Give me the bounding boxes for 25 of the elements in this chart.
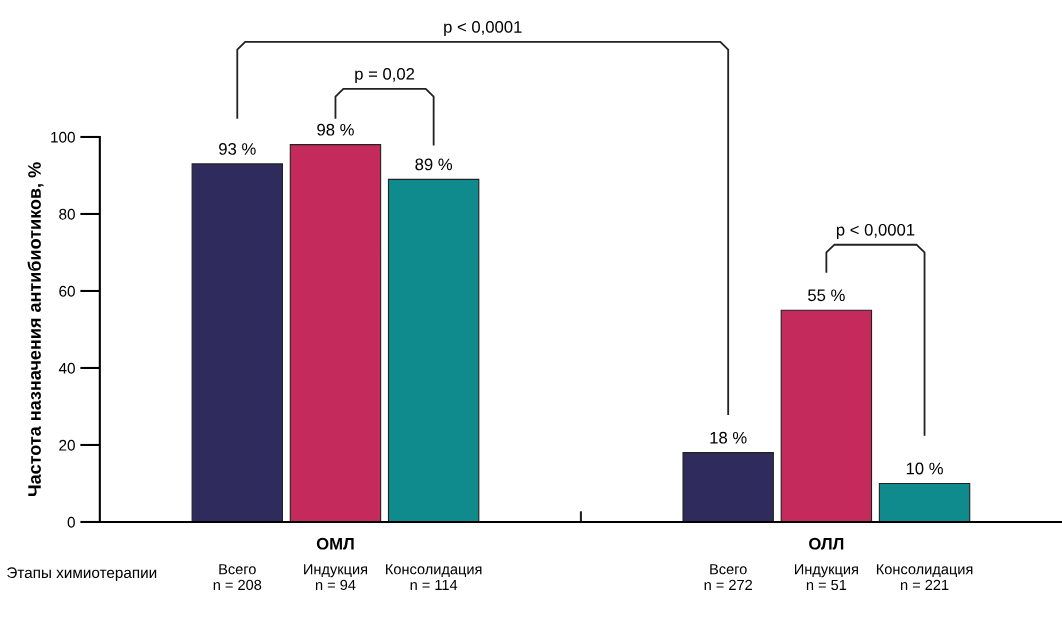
data-label: 55 % <box>808 289 845 302</box>
y-tick-label: 0 <box>67 516 75 528</box>
text: ОМЛ <box>316 537 354 550</box>
x-tick-label: Консолидация n = 221 <box>876 564 973 590</box>
text: p = 0,02 <box>355 67 415 84</box>
text: ОЛЛ <box>809 537 844 550</box>
x-tick-label: Консолидация n = 114 <box>386 564 482 590</box>
data-label: 93 % <box>219 143 256 155</box>
x-tick-label: Индукция n = 94 <box>304 564 368 591</box>
y-axis-title: Частота назначения антибиотиков, % <box>27 162 44 497</box>
y-tick-label: 80 <box>59 208 75 220</box>
x-tick-label: Индукция n = 51 <box>795 564 858 591</box>
data-label: 10 % <box>906 462 943 475</box>
data-label: 89 % <box>415 158 453 171</box>
text: p < 0,0001 <box>444 21 522 37</box>
y-tick-label: 100 <box>51 131 75 143</box>
x-tick-label: Всего n = 208 <box>213 564 262 591</box>
y-tick-label: 60 <box>59 285 75 297</box>
data-label: 18 % <box>710 431 747 444</box>
y-tick-label: 20 <box>59 439 75 451</box>
x-tick-label: Всего n = 272 <box>704 564 752 590</box>
annotation: p < 0,0001 <box>836 223 915 239</box>
data-label: 98 % <box>317 123 354 136</box>
text: Этапы химиотерапии <box>7 567 157 582</box>
y-tick-label: 40 <box>58 362 75 374</box>
